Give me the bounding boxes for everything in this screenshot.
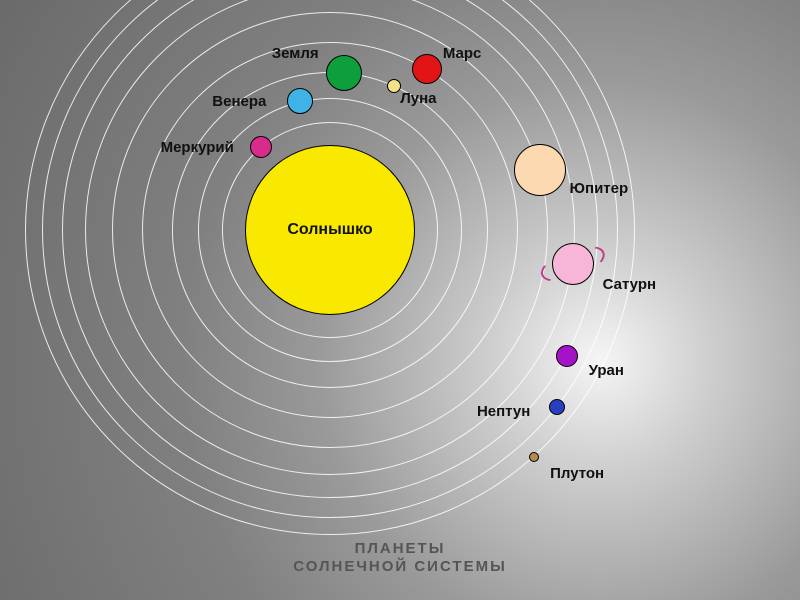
planet-neptune bbox=[549, 399, 565, 415]
title-line-1: ПЛАНЕТЫ bbox=[293, 540, 507, 558]
planet-moon bbox=[387, 79, 401, 93]
title-line-2: СОЛНЕЧНОЙ СИСТЕМЫ bbox=[293, 558, 507, 576]
planet-saturn bbox=[552, 243, 594, 285]
planet-uranus bbox=[556, 345, 578, 367]
label-earth: Земля bbox=[272, 45, 319, 62]
planet-jupiter bbox=[514, 144, 566, 196]
label-venus: Венера bbox=[212, 93, 266, 110]
planet-mercury bbox=[250, 136, 272, 158]
label-uranus: Уран bbox=[589, 362, 624, 379]
planet-venus bbox=[287, 88, 313, 114]
sun-label: Солнышко bbox=[287, 221, 372, 239]
diagram-stage: Солнышко Меркурий Венера Земля Луна Марс Юпите… bbox=[0, 0, 800, 600]
diagram-title: ПЛАНЕТЫ СОЛНЕЧНОЙ СИСТЕМЫ bbox=[293, 540, 507, 576]
label-moon: Луна bbox=[400, 90, 436, 107]
label-mars: Марс bbox=[443, 45, 482, 62]
label-saturn: Сатурн bbox=[603, 276, 656, 293]
planet-earth bbox=[326, 55, 362, 91]
planet-mars bbox=[412, 54, 442, 84]
label-jupiter: Юпитер bbox=[570, 180, 629, 197]
label-mercury: Меркурий bbox=[161, 139, 234, 156]
label-neptune: Нептун bbox=[477, 403, 530, 420]
planet-pluto bbox=[529, 452, 539, 462]
label-pluto: Плутон bbox=[550, 465, 604, 482]
